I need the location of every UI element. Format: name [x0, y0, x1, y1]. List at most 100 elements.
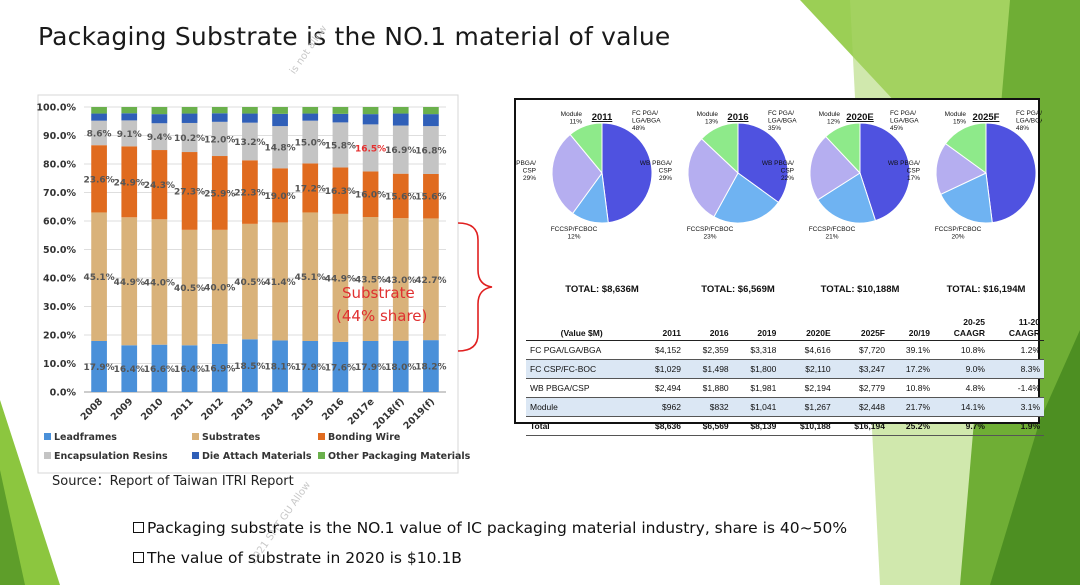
bar-segment: [423, 126, 439, 174]
pie-slice-label-line: CSP: [781, 168, 794, 175]
table-cell: Module: [526, 397, 638, 417]
table-cell: $8,636: [654, 421, 681, 431]
data-label: 16.8%: [415, 147, 446, 157]
pie-slice-label: FC PGA/LGA/BGA 35%: [768, 110, 797, 132]
pie-slice: [985, 122, 1037, 224]
table-cell: $3,247: [834, 359, 889, 379]
legend-label: Die Attach Materials: [202, 451, 312, 462]
bar-segment: [302, 212, 319, 341]
bullet-text: Packaging substrate is the NO.1 value of…: [147, 519, 848, 537]
pie-slice-label-line: FCCSP/FCBOC: [687, 226, 734, 233]
pie-slice-label-line: LGA/BGA: [768, 118, 797, 125]
pie-slice-label-line: WB PBGA/: [640, 160, 672, 167]
table-header-cell: 2020E: [806, 328, 831, 338]
bar-segment: [423, 218, 439, 341]
pie-slice-label-line: LGA/BGA: [1016, 118, 1042, 125]
bar-segment: [272, 222, 288, 341]
data-label: 27.3%: [174, 187, 205, 197]
checkbox-square-icon: [133, 551, 144, 563]
pie-slice-label-line: 29%: [659, 175, 672, 182]
pie-slice-label-line: 11%: [569, 119, 582, 126]
table-row: FC CSP/FC-BOC $1,029 $1,498 $1,800 $2,110 $3,…: [526, 359, 1044, 379]
table-cell: $4,616: [804, 345, 831, 355]
pie-slice-label: FCCSP/FCBOC 23%: [687, 226, 734, 241]
data-label: 17.2%: [295, 184, 326, 194]
table-cell: FC PGA/LGA/BGA: [530, 345, 602, 355]
bar-segment: [181, 229, 198, 346]
table-cell: $1,880: [702, 383, 729, 393]
bar-segment: [181, 152, 198, 230]
legend-swatch: [44, 452, 51, 459]
bar-segment: [362, 340, 379, 392]
data-label: 18.2%: [415, 363, 446, 373]
data-label: 44.9%: [325, 274, 356, 284]
bar-segment: [272, 113, 288, 127]
pie-slice-label-line: FC PGA/: [632, 110, 658, 117]
pie-slice: [940, 172, 993, 224]
green-decor-shape: [0, 400, 60, 585]
bar-segment: [211, 107, 228, 114]
table-cell: 1.2%: [1020, 345, 1040, 355]
pie-slice-label-line: Module: [561, 111, 583, 118]
pie-slice: [809, 135, 861, 201]
pie-slice-label: Module 11%: [561, 111, 583, 126]
data-label: 16.3%: [325, 187, 356, 197]
data-label: 8.6%: [87, 129, 112, 139]
data-label: 18.5%: [234, 362, 265, 372]
pie-total: TOTAL: $10,188M: [821, 284, 900, 295]
table-header-cell: 2016: [709, 328, 729, 338]
bullet-item: The value of substrate in 2020 is $10.1B: [133, 543, 847, 573]
pie-slice-label-line: 13%: [705, 119, 718, 126]
pie-title: 2020E: [846, 112, 873, 123]
bar-segment: [181, 107, 198, 114]
bar-segment: [332, 107, 349, 114]
data-label: 23.6%: [83, 175, 114, 185]
table-header-cell: 2011: [662, 328, 681, 338]
pie-total: TOTAL: $6,569M: [701, 284, 775, 295]
pie-total: TOTAL: $8,636M: [565, 284, 639, 295]
table-cell: 14.1%: [934, 397, 989, 417]
bar-segment: [392, 340, 409, 392]
pie-slice-label-line: 17%: [907, 175, 920, 182]
table-cell: 21.7%: [889, 397, 935, 417]
data-label: 16.4%: [114, 365, 145, 375]
y-tick-label: 30.0%: [43, 302, 76, 313]
legend-swatch: [44, 433, 51, 440]
pie-slice-label-line: CSP: [907, 168, 920, 175]
data-label: 17.9%: [83, 363, 114, 373]
table-cell: $2,359: [702, 345, 729, 355]
data-label: 17.6%: [325, 363, 356, 373]
bar-segment: [211, 229, 228, 344]
table-cell: 8.3%: [988, 359, 1044, 379]
bar-segment: [392, 218, 409, 341]
bar-segment: [302, 163, 319, 213]
pie-slice: [817, 172, 877, 224]
bar-segment: [272, 126, 288, 169]
bar-segment: [121, 113, 138, 121]
pie-slice-label-line: FC PGA/: [1016, 110, 1042, 117]
table-cell: $3,318: [750, 345, 777, 355]
table-cell: -1.4%: [1017, 383, 1040, 393]
table-cell: 3.1%: [988, 397, 1044, 417]
bar-segment: [392, 173, 409, 219]
bar-segment: [392, 113, 409, 126]
table-cell: $2,448: [834, 397, 889, 417]
table-cell: 39.1%: [905, 345, 931, 355]
data-label: 24.3%: [144, 181, 175, 191]
table-cell: 9.0%: [934, 359, 989, 379]
pie-slice-label: FCCSP/FCBOC 12%: [551, 226, 598, 241]
bar-segment: [121, 217, 138, 346]
legend-label: Encapsulation Resins: [54, 451, 168, 462]
data-label: 40.5%: [174, 284, 205, 294]
bar-segment: [332, 167, 349, 214]
bar-segment: [272, 340, 288, 392]
pie-slice-label: FCCSP/FCBOC 20%: [935, 226, 982, 241]
table-row: Total $8,636 $6,569 $8,139 $10,188 $16,194 25.…: [526, 417, 1044, 436]
data-label: 18.1%: [264, 363, 295, 373]
table-cell: $1,800: [732, 359, 781, 379]
bar-segment: [91, 120, 107, 146]
table-cell: 10.8%: [960, 345, 985, 355]
y-tick-label: 40.0%: [43, 274, 76, 285]
table-cell: $6,569: [702, 421, 729, 431]
